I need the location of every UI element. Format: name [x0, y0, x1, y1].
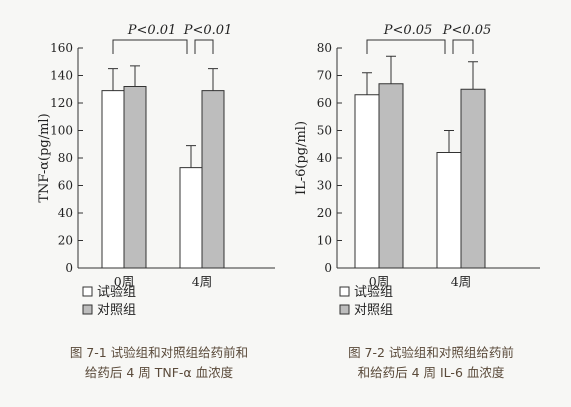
- chart-1-legend-label: 对照组: [97, 303, 136, 318]
- chart-2-y-axis-label: IL-6(pg/ml): [294, 121, 309, 195]
- chart-1-y-axis-label: TNF-α(pg/ml): [37, 113, 52, 202]
- chart-1-legend-swatch: [82, 304, 93, 315]
- chart-2-y-tick-label: 50: [317, 124, 332, 138]
- chart-1-bar: [101, 90, 125, 269]
- caption-2-line-2: 和给药后 4 周 IL-6 血浓度: [357, 365, 505, 380]
- chart-2-bar: [436, 152, 462, 269]
- chart-1-bar: [179, 167, 203, 269]
- chart-1-legend-label: 试验组: [97, 284, 136, 300]
- chart-2-y-tick-label: 10: [317, 234, 332, 248]
- chart-2-y-tick-label: 60: [317, 96, 332, 110]
- chart-2-y-tick-label: 0: [324, 261, 332, 275]
- chart-1-significance-bracket-1: [112, 39, 188, 54]
- chart-2-significance-bracket-2-label: P<0.05: [442, 23, 492, 38]
- chart-1-y-tick-label: 140: [50, 69, 73, 83]
- chart-2-legend-swatch: [339, 286, 350, 297]
- caption-1-line-1: 图 7-1 试验组和对照组给药前和: [69, 345, 249, 360]
- chart-2-legend-swatch: [339, 304, 350, 315]
- chart-2-x-tick-label: 0周: [369, 274, 389, 289]
- chart-1-legend-swatch: [82, 286, 93, 297]
- chart-2-bar: [354, 94, 380, 269]
- chart-2-legend-label: 对照组: [354, 303, 393, 318]
- chart-1-y-tick-label: 100: [50, 124, 73, 138]
- chart-1-significance-bracket-2-label: P<0.01: [183, 23, 233, 38]
- chart-1-y-tick-label: 0: [65, 261, 73, 275]
- figure-caption-1: 图 7-1 试验组和对照组给药前和 给药后 4 周 TNF-α 血浓度: [28, 343, 290, 383]
- chart-2-legend-label: 试验组: [354, 284, 393, 300]
- chart-2-y-tick-label: 70: [317, 69, 332, 83]
- chart-1-bar: [201, 90, 225, 269]
- chart-2-y-tick-label: 30: [317, 179, 332, 193]
- figure-caption-2: 图 7-2 试验组和对照组给药前 和给药后 4 周 IL-6 血浓度: [300, 343, 562, 383]
- chart-1-x-tick-label: 4周: [192, 274, 212, 289]
- chart-2-significance-bracket-1: [366, 39, 446, 54]
- caption-1-line-2: 给药后 4 周 TNF-α 血浓度: [84, 365, 234, 380]
- chart-2-x-tick-label: 4周: [451, 274, 471, 289]
- chart-1-y-tick-label: 80: [58, 151, 73, 165]
- chart-1-y-tick-label: 40: [58, 206, 73, 220]
- chart-2-y-tick-label: 20: [317, 206, 332, 220]
- chart-1-significance-bracket-2: [194, 39, 214, 54]
- chart-2-y-tick-label: 40: [317, 151, 332, 165]
- chart-2-significance-bracket-2: [452, 39, 474, 54]
- chart-1-significance-bracket-1-label: P<0.01: [127, 23, 177, 38]
- chart-1-y-tick-label: 120: [50, 96, 73, 110]
- chart-1-y-tick-label: 60: [58, 179, 73, 193]
- chart-1-y-tick-label: 20: [58, 234, 73, 248]
- chart-2-significance-bracket-1-label: P<0.05: [383, 23, 433, 38]
- chart-2-bar: [460, 88, 486, 269]
- chart-1-x-tick-label: 0周: [114, 274, 134, 289]
- caption-2-line-1: 图 7-2 试验组和对照组给药前: [348, 345, 514, 360]
- chart-2-y-tick-label: 80: [317, 41, 332, 55]
- chart-1-y-tick-label: 160: [50, 41, 73, 55]
- chart-2-bar: [378, 83, 404, 269]
- chart-1-bar: [123, 86, 147, 269]
